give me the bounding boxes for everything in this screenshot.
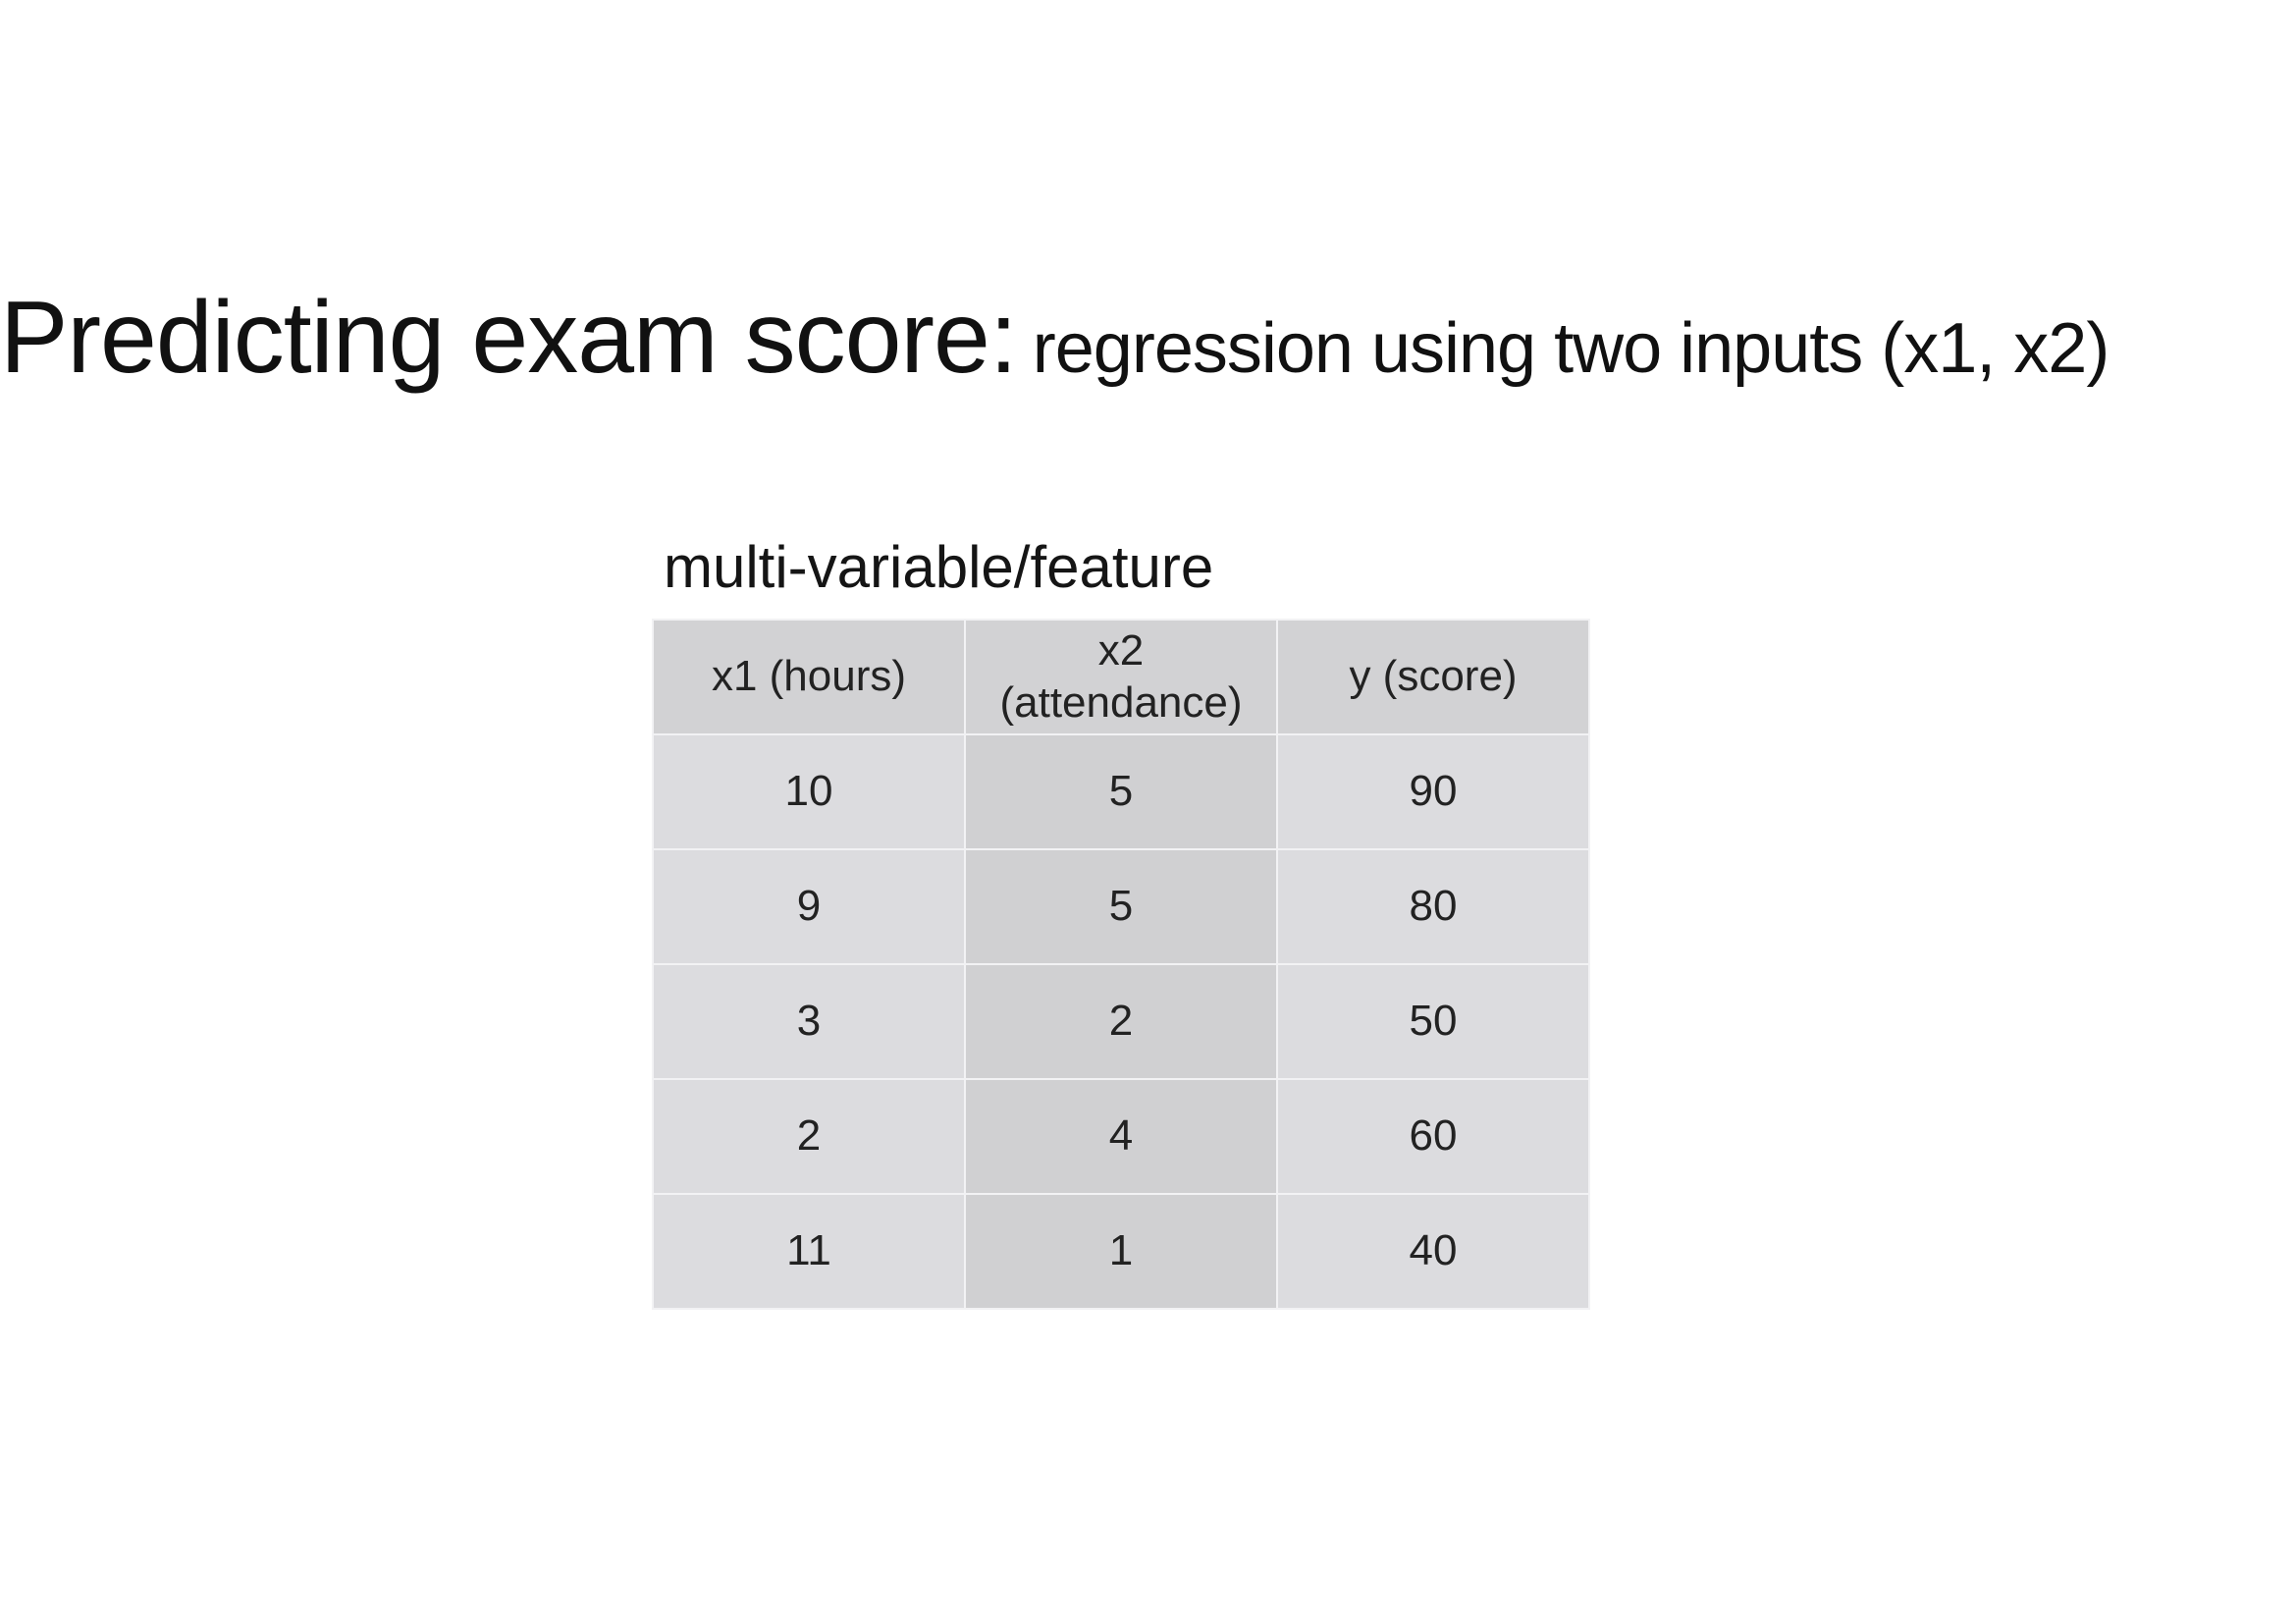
header-y: y (score) <box>1276 619 1590 735</box>
table-caption: multi-variable/feature <box>664 534 1214 600</box>
cell-x1: 11 <box>652 1193 966 1310</box>
cell-x1: 10 <box>652 733 966 850</box>
table-row: 10 5 90 <box>652 733 1590 850</box>
slide-title: Predicting exam score: regression using t… <box>0 287 2296 389</box>
cell-y: 60 <box>1276 1078 1590 1195</box>
title-subtitle: regression using two inputs (x1, x2) <box>1032 309 2110 388</box>
cell-x1: 9 <box>652 848 966 965</box>
cell-y: 80 <box>1276 848 1590 965</box>
cell-x2: 2 <box>964 963 1278 1080</box>
table-row: 9 5 80 <box>652 848 1590 965</box>
cell-x2: 5 <box>964 848 1278 965</box>
header-x2-label: x2 (attendance) <box>999 625 1243 727</box>
cell-y: 90 <box>1276 733 1590 850</box>
cell-x2: 4 <box>964 1078 1278 1195</box>
table-row: 3 2 50 <box>652 963 1590 1080</box>
header-x1: x1 (hours) <box>652 619 966 735</box>
title-main: Predicting exam score: <box>0 281 1018 395</box>
cell-x2: 1 <box>964 1193 1278 1310</box>
cell-x1: 2 <box>652 1078 966 1195</box>
data-table: x1 (hours) x2 (attendance) y (score) 10 … <box>652 619 1590 1310</box>
table-header-row: x1 (hours) x2 (attendance) y (score) <box>652 619 1590 735</box>
table-row: 11 1 40 <box>652 1193 1590 1310</box>
cell-y: 50 <box>1276 963 1590 1080</box>
header-x2: x2 (attendance) <box>964 619 1278 735</box>
table-row: 2 4 60 <box>652 1078 1590 1195</box>
cell-x2: 5 <box>964 733 1278 850</box>
cell-y: 40 <box>1276 1193 1590 1310</box>
cell-x1: 3 <box>652 963 966 1080</box>
